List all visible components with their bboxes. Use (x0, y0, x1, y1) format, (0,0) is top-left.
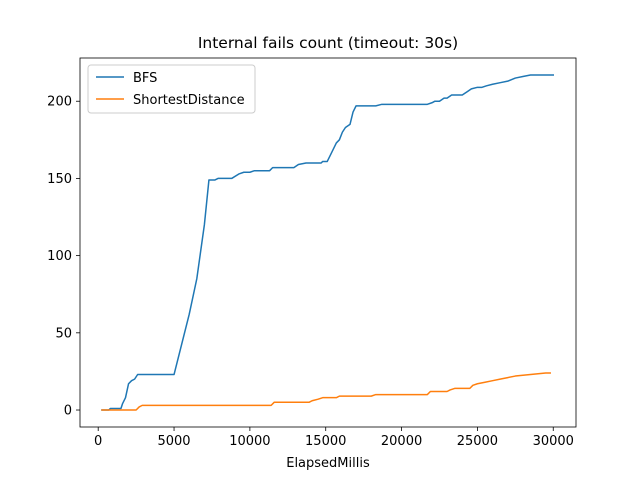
x-tick-label: 20000 (381, 434, 422, 449)
y-tick-label: 0 (64, 404, 72, 419)
x-tick-label: 25000 (457, 434, 498, 449)
y-tick-label: 50 (55, 326, 72, 341)
series-line-0 (101, 74, 554, 411)
chart-title: Internal fails count (timeout: 30s) (198, 34, 458, 52)
x-tick-label: 10000 (229, 434, 270, 449)
x-tick-label: 15000 (305, 434, 346, 449)
x-tick-label: 30000 (533, 434, 574, 449)
legend-box (87, 64, 256, 114)
y-tick-label: 150 (47, 172, 72, 187)
x-axis-label: ElapsedMillis (286, 456, 370, 471)
legend-label-1: ShortestDistance (133, 93, 245, 108)
legend-label-0: BFS (133, 71, 157, 86)
axes-layer: 0 5000 10000 15000 20000 25000 30000 0 50 100 150 2… (47, 57, 577, 449)
x-tick-label: 0 (94, 434, 102, 449)
plot-frame (79, 57, 577, 428)
legend: BFS ShortestDistance (87, 64, 256, 114)
x-tick-label: 5000 (157, 434, 190, 449)
y-tick-label: 100 (47, 249, 72, 264)
series-layer (101, 74, 554, 411)
y-tick-label: 200 (47, 95, 72, 110)
series-line-1 (101, 372, 551, 411)
